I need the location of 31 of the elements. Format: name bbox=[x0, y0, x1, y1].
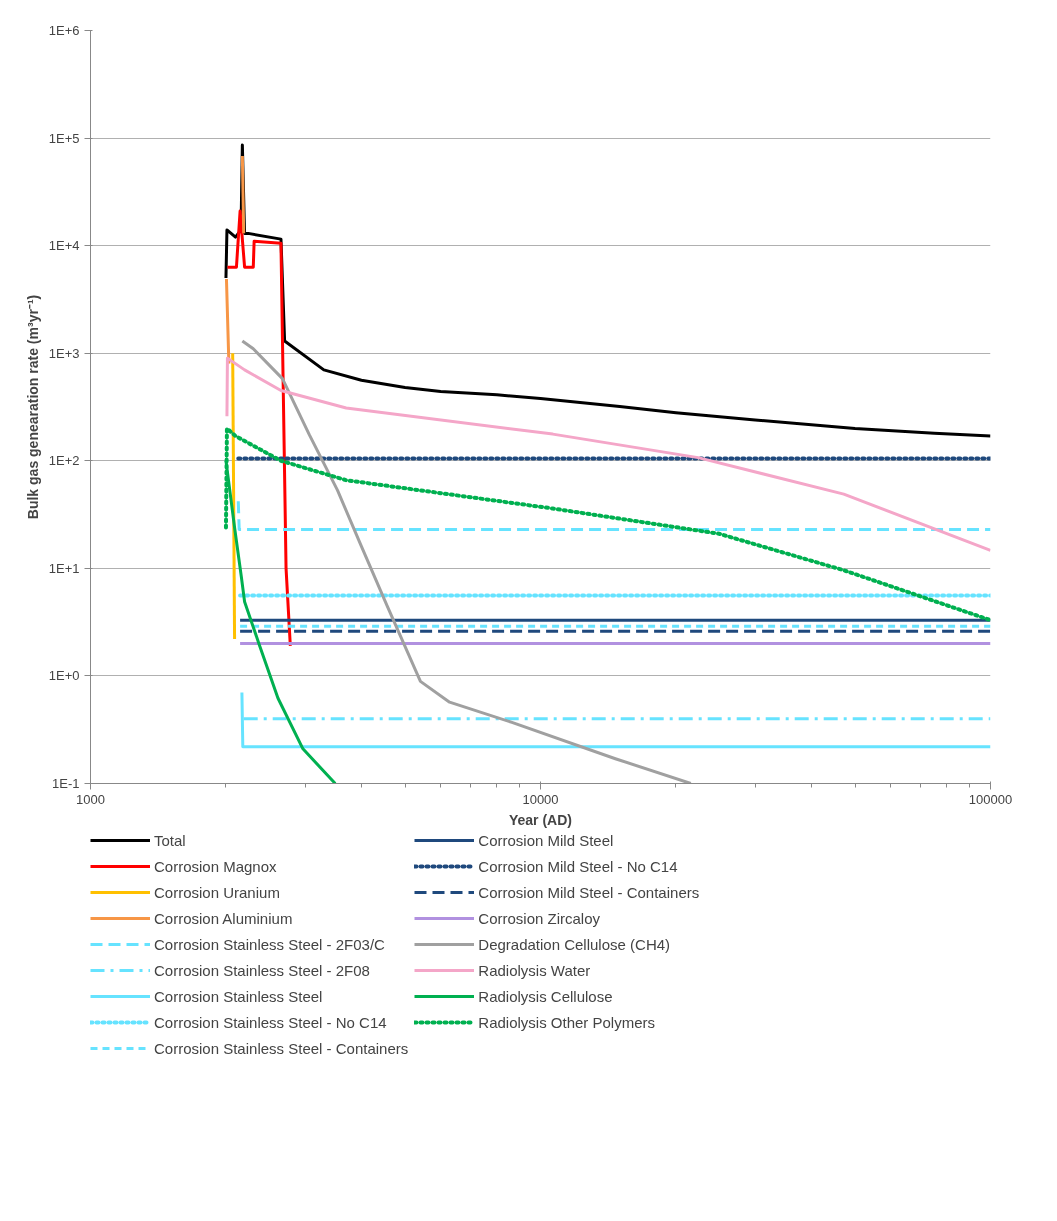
legend-label: Degradation Cellulose (CH4) bbox=[478, 935, 671, 953]
line-series bbox=[225, 209, 292, 648]
x-axis-title: Year (AD) bbox=[508, 811, 573, 828]
legend-label: Corrosion Mild Steel bbox=[478, 831, 614, 849]
y-tick-label: 1E+4 bbox=[48, 238, 80, 254]
x-tick-label: 10000 bbox=[522, 791, 559, 807]
y-tick-label: 1E+5 bbox=[48, 130, 80, 146]
legend-label: Corrosion Mild Steel - No C14 bbox=[478, 857, 678, 875]
legend-label: Corrosion Zircaloy bbox=[478, 909, 600, 927]
legend-label: Corrosion Stainless Steel - Containers bbox=[154, 1039, 409, 1057]
legend-label: Radiolysis Water bbox=[478, 961, 591, 979]
legend-label: Radiolysis Other Polymers bbox=[478, 1013, 656, 1031]
legend-label: Corrosion Stainless Steel - 2F08 bbox=[154, 961, 370, 979]
y-tick-label: 1E+6 bbox=[48, 23, 80, 38]
legend-label: Radiolysis Cellulose bbox=[478, 987, 613, 1005]
legend-label: Corrosion Mild Steel - Containers bbox=[478, 883, 700, 901]
legend-label: Total bbox=[154, 831, 186, 849]
y-tick-label: 1E+0 bbox=[48, 668, 80, 684]
legend-label: Corrosion Stainless Steel - No C14 bbox=[154, 1013, 387, 1031]
y-tick-label: 1E+3 bbox=[48, 345, 80, 361]
legend-label: Corrosion Aluminium bbox=[154, 909, 293, 927]
x-tick-label: 1000 bbox=[76, 791, 105, 807]
y-tick-label: 1E+1 bbox=[48, 560, 80, 576]
legend-label: Corrosion Stainless Steel bbox=[154, 987, 323, 1005]
y-tick-label: 1E-1 bbox=[52, 776, 80, 791]
legend-label: Corrosion Magnox bbox=[154, 857, 277, 875]
y-axis-title: Bulk gas genearation rate (m³yr⁻¹) bbox=[24, 294, 41, 520]
y-tick-label: 1E+2 bbox=[48, 453, 80, 469]
x-tick-label: 100000 bbox=[968, 791, 1013, 807]
legend-label: Corrosion Uranium bbox=[154, 883, 280, 901]
legend-label: Corrosion Stainless Steel - 2F03/C bbox=[154, 935, 385, 953]
